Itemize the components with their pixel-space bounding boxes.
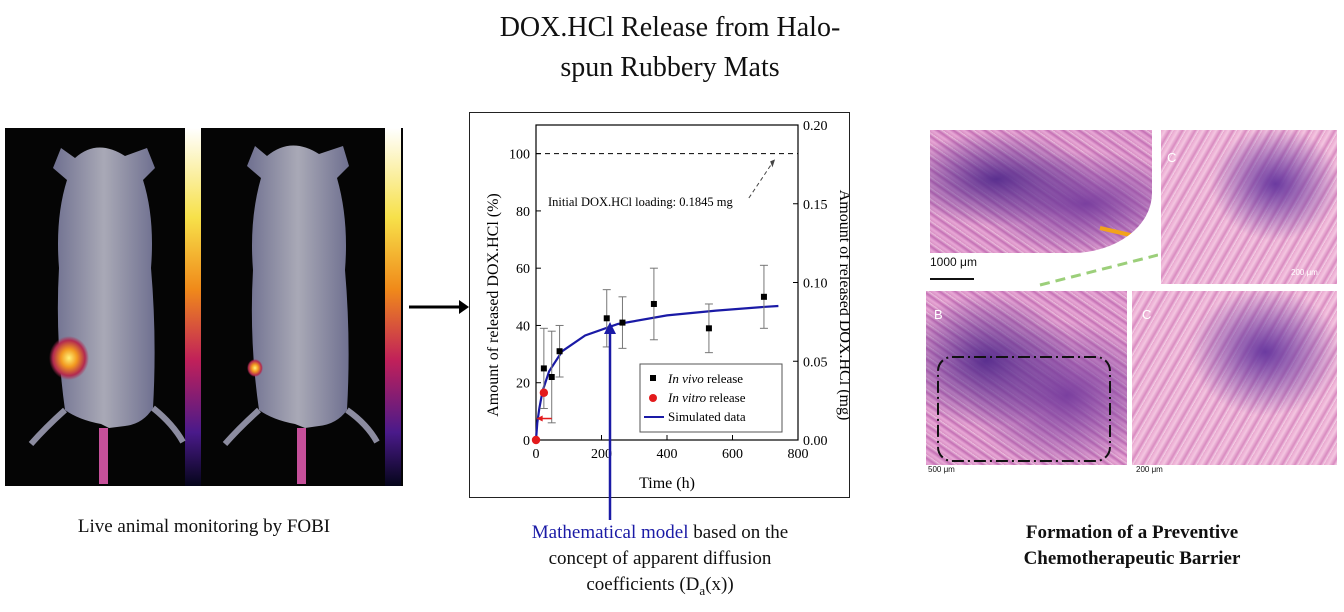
- legend-marker-in-vivo: [650, 375, 656, 381]
- y-tick-label-2: 40: [516, 319, 530, 334]
- model-pointer-arrow: [604, 322, 616, 520]
- in-vivo-point-2: [556, 348, 563, 355]
- y-tick-label-4: 80: [516, 205, 530, 220]
- center-caption-line1-rest: based on the: [688, 522, 789, 543]
- x-tick-label-3: 600: [722, 447, 743, 462]
- histology-b-bottom: 500 μm: [926, 465, 1127, 481]
- center-caption: Mathematical model based on the concept …: [470, 520, 850, 604]
- legend-marker-in-vitro: [649, 394, 657, 402]
- histology-c-bottom: 200 μm: [1132, 465, 1337, 481]
- y-right-tick-label-0: 0.00: [803, 434, 828, 449]
- in-vivo-point-5: [650, 300, 657, 307]
- panel-label-b: B: [934, 307, 943, 322]
- panel-label-c-bottom: C: [1142, 307, 1152, 322]
- y-right-tick-label-2: 0.10: [803, 277, 828, 292]
- figure-title-line2: spun Rubbery Mats: [560, 52, 780, 83]
- y-right-tick-label-4: 0.20: [803, 119, 828, 134]
- histology-b-overlay: [937, 356, 1111, 462]
- y-tick-label-5: 100: [509, 148, 530, 163]
- x-tick-label-2: 400: [657, 447, 678, 462]
- in-vivo-point-1: [548, 374, 555, 380]
- center-caption-line3-post: (x)): [705, 574, 734, 595]
- histology-panel-c-top: C 200 μm: [1161, 130, 1337, 284]
- legend-label-simulated: Simulated data: [668, 409, 746, 424]
- arrow-to-chart: [409, 300, 469, 314]
- histology-a-marks: [930, 253, 1159, 287]
- histology-a-overlay: [1099, 226, 1152, 242]
- histology-a-bottom: 1000 μm: [930, 253, 1159, 290]
- x-tick-label-1: 200: [591, 447, 612, 462]
- y-tick-label-1: 20: [516, 377, 530, 392]
- legend-in-vivo-rest: release: [704, 371, 744, 386]
- loading-annotation: Initial DOX.HCl loading: 0.1845 mg: [548, 195, 733, 209]
- in-vitro-arrow-head: [536, 415, 543, 422]
- scale-bar-label-c-top: 200 μm: [1291, 268, 1318, 277]
- legend: In vivo release In vitro release Simulat…: [639, 363, 783, 433]
- x-axis-label: Time (h): [639, 475, 695, 492]
- right-caption: Formation of a Preventive Chemotherapeut…: [930, 520, 1334, 572]
- in-vitro-point-0: [531, 435, 541, 445]
- annotation-pointer-head: [770, 159, 776, 168]
- right-caption-line1: Formation of a Preventive: [1025, 522, 1239, 543]
- fobi-panel: [5, 128, 403, 486]
- scale-bar-label-a: 1000 μm: [930, 255, 977, 269]
- center-caption-line3-pre: coefficients (D: [586, 574, 700, 595]
- in-vitro-point-1: [539, 388, 549, 397]
- center-caption-line3-sub: a: [699, 582, 706, 598]
- legend-label-in-vivo: In vivo release: [667, 371, 743, 386]
- release-chart: 0 200 400 600 800 0 20 40 60 80 100 0.00 0.05 0.10 0.1…: [485, 119, 853, 492]
- legend-in-vivo-italic: In vivo: [667, 371, 704, 386]
- in-vivo-point-4: [619, 319, 626, 326]
- x-tick-label-0: 0: [533, 447, 540, 462]
- legend-in-vitro-italic: In vitro: [667, 390, 707, 405]
- in-vivo-point-7: [760, 293, 767, 300]
- left-caption: Live animal monitoring by FOBI: [77, 516, 331, 537]
- x-tick-label-4: 800: [788, 447, 809, 462]
- histology-panel-b: B: [926, 291, 1127, 465]
- scale-bar-label-b: 500 μm: [928, 465, 955, 474]
- center-caption-highlight: Mathematical model: [531, 522, 689, 543]
- chart-frame: 0 200 400 600 800 0 20 40 60 80 100 0.00 0.05 0.10 0.1…: [469, 112, 853, 498]
- in-vivo-point-6: [705, 325, 712, 332]
- panel-label-c-top: C: [1167, 150, 1177, 165]
- y-right-tick-label-3: 0.15: [803, 198, 828, 213]
- histology-panel-a: [930, 130, 1152, 253]
- fobi-image: [5, 128, 403, 486]
- in-vivo-point-0: [540, 365, 547, 372]
- right-caption-line2: Chemotherapeutic Barrier: [1023, 548, 1241, 569]
- annotation-pointer: [748, 163, 773, 199]
- figure-title: DOX.HCl Release from Halo- spun Rubbery …: [430, 8, 910, 88]
- figure-title-line1: DOX.HCl Release from Halo-: [499, 12, 841, 43]
- y-axis-right-label: Amount of released DOX.HCl (mg): [836, 190, 849, 421]
- histology-panel-c-bottom: C: [1132, 291, 1337, 465]
- series-simulated-line: [534, 304, 779, 441]
- y-tick-label-3: 60: [516, 262, 530, 277]
- y-axis-label: Amount of released DOX.HCl (%): [485, 193, 502, 417]
- scale-bar-label-c-bottom: 200 μm: [1136, 465, 1163, 474]
- y-right-tick-label-1: 0.05: [803, 355, 828, 370]
- legend-label-in-vitro: In vitro release: [667, 390, 746, 405]
- y-tick-label-0: 0: [523, 434, 530, 449]
- in-vivo-point-3: [603, 315, 610, 322]
- legend-in-vitro-rest: release: [706, 390, 746, 405]
- center-caption-line2: concept of apparent diffusion: [548, 548, 772, 569]
